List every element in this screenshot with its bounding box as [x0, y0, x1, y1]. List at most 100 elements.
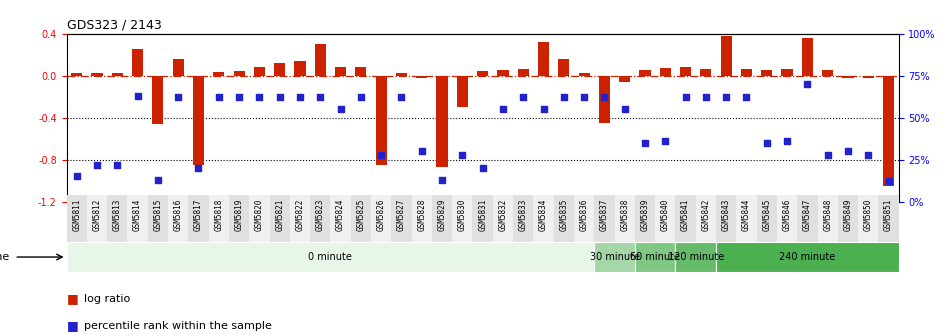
Point — [252, 95, 267, 100]
Point — [130, 93, 146, 98]
Bar — [818, 195, 838, 262]
Text: GSM5845: GSM5845 — [763, 198, 771, 230]
Point — [272, 95, 287, 100]
Bar — [574, 195, 594, 262]
Bar — [351, 195, 371, 262]
Bar — [721, 36, 731, 76]
Point — [170, 95, 185, 100]
Point — [536, 107, 552, 112]
Point — [150, 177, 165, 182]
Point — [333, 107, 348, 112]
Bar — [514, 195, 534, 262]
Text: GSM5837: GSM5837 — [600, 198, 609, 230]
Text: GSM5826: GSM5826 — [377, 198, 386, 230]
Point — [69, 174, 85, 179]
Bar — [132, 49, 144, 76]
Bar — [599, 76, 610, 123]
Text: GSM5831: GSM5831 — [478, 198, 487, 230]
Bar — [538, 42, 549, 76]
Text: GSM5834: GSM5834 — [539, 198, 548, 230]
Point — [800, 81, 815, 87]
Text: GSM5813: GSM5813 — [113, 198, 122, 230]
Point — [881, 179, 896, 184]
Bar — [879, 195, 899, 262]
Text: GSM5844: GSM5844 — [742, 198, 751, 230]
Bar — [802, 38, 813, 76]
Bar — [838, 195, 858, 262]
Bar — [330, 195, 351, 262]
Point — [89, 162, 105, 167]
Bar — [797, 195, 818, 262]
Bar — [396, 74, 407, 76]
Point — [414, 149, 429, 154]
Bar — [655, 195, 675, 262]
Bar — [675, 242, 716, 272]
Text: GSM5851: GSM5851 — [884, 198, 893, 230]
Bar — [635, 242, 675, 272]
Bar — [639, 70, 650, 76]
Point — [658, 138, 673, 144]
Point — [231, 95, 246, 100]
Bar — [614, 195, 635, 262]
Bar — [234, 72, 244, 76]
Bar — [700, 69, 711, 76]
Text: GSM5830: GSM5830 — [457, 198, 467, 230]
Text: GSM5833: GSM5833 — [518, 198, 528, 230]
Text: GSM5816: GSM5816 — [174, 198, 183, 230]
Text: GSM5823: GSM5823 — [316, 198, 325, 230]
Point — [576, 95, 592, 100]
Bar — [534, 195, 553, 262]
Text: GSM5828: GSM5828 — [417, 198, 426, 230]
Point — [739, 95, 754, 100]
Text: GSM5812: GSM5812 — [92, 198, 102, 230]
Text: log ratio: log ratio — [84, 294, 130, 304]
Text: GSM5835: GSM5835 — [559, 198, 569, 230]
Text: GSM5818: GSM5818 — [214, 198, 223, 230]
Point — [556, 95, 572, 100]
Bar — [168, 195, 188, 262]
Text: percentile rank within the sample: percentile rank within the sample — [84, 321, 272, 331]
Text: GSM5843: GSM5843 — [722, 198, 730, 230]
Bar — [71, 74, 83, 76]
Bar — [619, 76, 631, 82]
Point — [292, 95, 307, 100]
Bar — [777, 195, 797, 262]
Bar — [111, 74, 123, 76]
Point — [820, 152, 835, 157]
Point — [353, 95, 368, 100]
Text: GSM5838: GSM5838 — [620, 198, 630, 230]
Text: GSM5811: GSM5811 — [72, 198, 81, 230]
Text: GSM5817: GSM5817 — [194, 198, 203, 230]
Bar — [213, 73, 224, 76]
Point — [313, 95, 328, 100]
Point — [678, 95, 693, 100]
Bar — [274, 63, 285, 76]
Bar — [188, 195, 208, 262]
Text: GSM5847: GSM5847 — [803, 198, 812, 230]
Point — [191, 165, 206, 171]
Point — [759, 140, 774, 145]
Bar — [497, 70, 509, 76]
Point — [476, 165, 491, 171]
Bar — [558, 59, 570, 76]
Bar — [417, 76, 427, 78]
Point — [394, 95, 409, 100]
Text: GSM5821: GSM5821 — [275, 198, 284, 230]
Point — [597, 95, 612, 100]
Bar — [716, 242, 899, 272]
Bar — [635, 195, 655, 262]
Bar — [822, 70, 833, 76]
Bar — [696, 195, 716, 262]
Bar — [517, 69, 529, 76]
Point — [495, 107, 511, 112]
Text: GSM5829: GSM5829 — [437, 198, 447, 230]
Bar — [761, 70, 772, 76]
Point — [435, 177, 450, 182]
Bar — [254, 67, 265, 76]
Text: GSM5839: GSM5839 — [640, 198, 650, 230]
Bar — [249, 195, 269, 262]
Point — [455, 152, 470, 157]
Bar — [335, 67, 346, 76]
Text: GSM5849: GSM5849 — [844, 198, 852, 230]
Bar — [310, 195, 330, 262]
